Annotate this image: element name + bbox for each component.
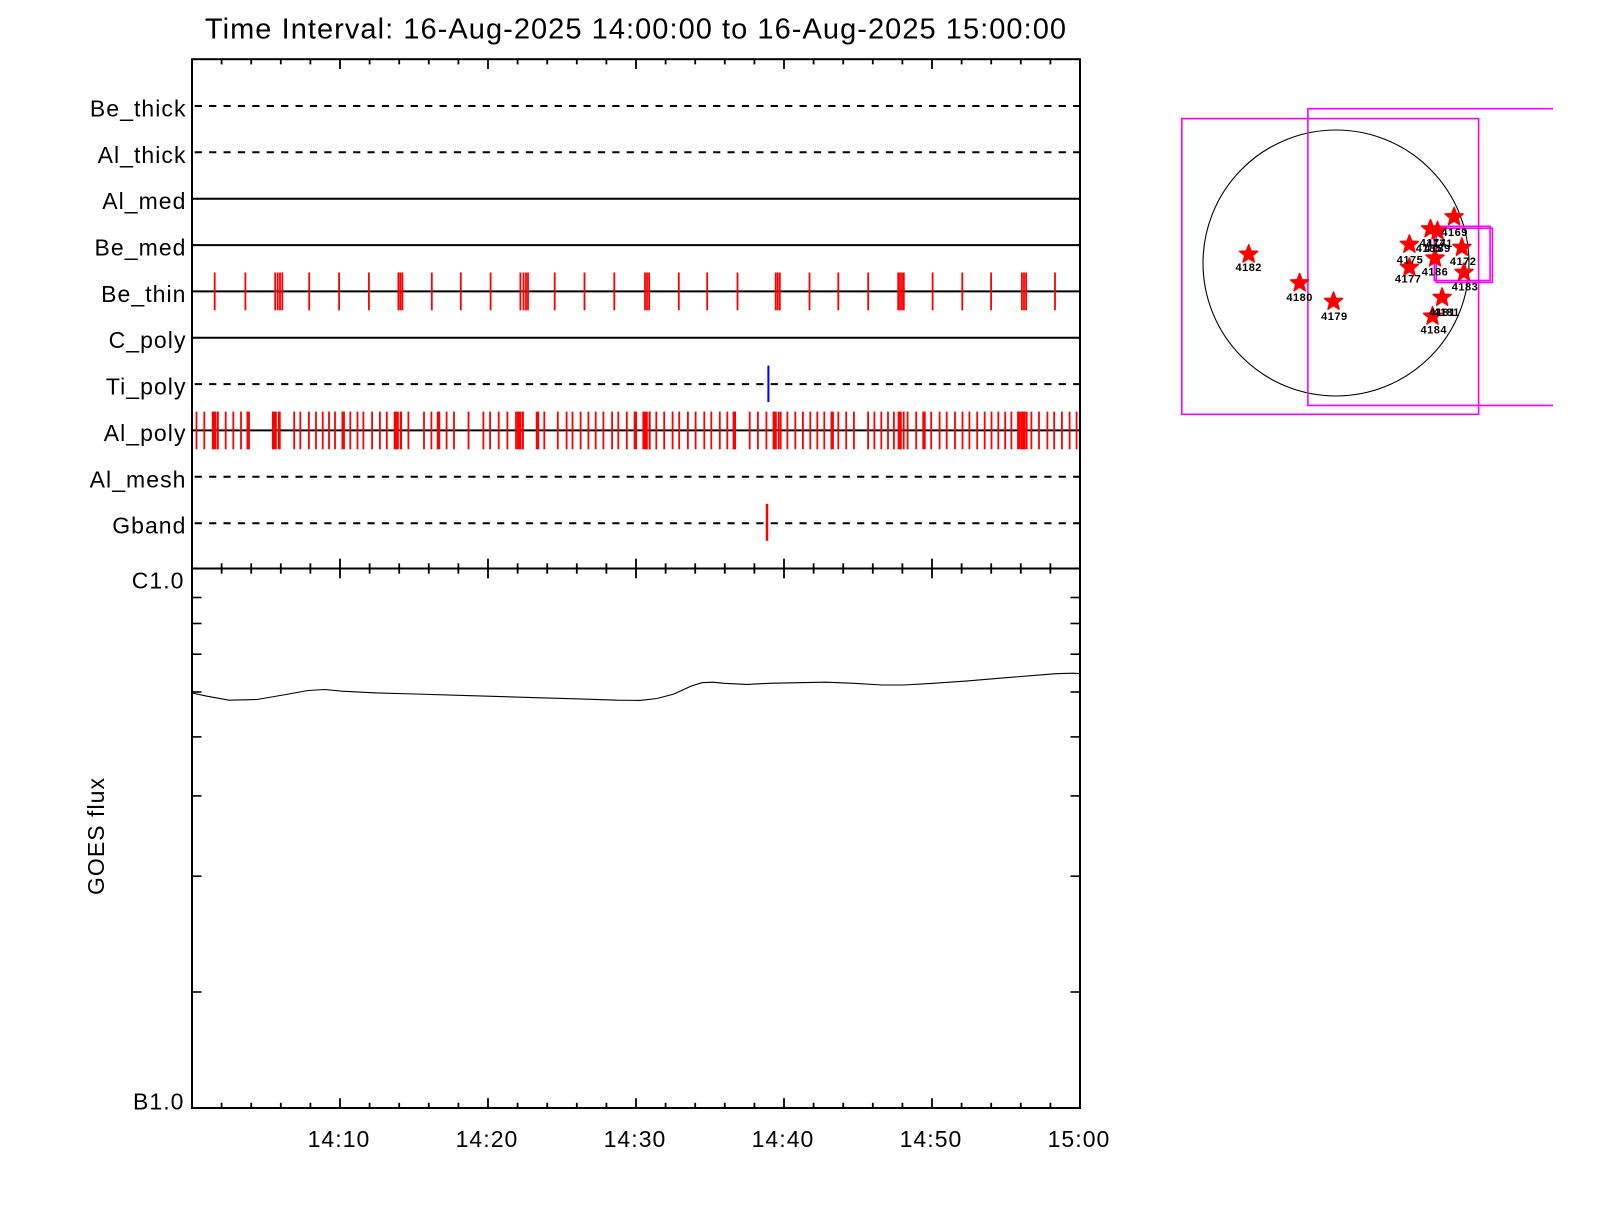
- svg-text:14:20: 14:20: [456, 1126, 519, 1152]
- svg-text:4185: 4185: [1416, 243, 1442, 255]
- svg-text:15:00: 15:00: [1048, 1126, 1111, 1152]
- svg-text:4182: 4182: [1235, 262, 1261, 274]
- svg-text:Be_med: Be_med: [95, 235, 187, 261]
- svg-text:C1.0: C1.0: [132, 568, 185, 594]
- svg-text:Ti_poly: Ti_poly: [106, 374, 187, 400]
- svg-text:Time Interval: 16-Aug-2025 14:: Time Interval: 16-Aug-2025 14:00:00 to 1…: [205, 14, 1067, 46]
- svg-text:14:50: 14:50: [900, 1126, 963, 1152]
- svg-text:Al_poly: Al_poly: [104, 420, 187, 446]
- svg-text:14:40: 14:40: [752, 1126, 815, 1152]
- svg-text:Al_thick: Al_thick: [98, 142, 187, 168]
- svg-text:4175: 4175: [1397, 255, 1423, 267]
- svg-text:4189: 4189: [1424, 243, 1450, 255]
- svg-text:B1.0: B1.0: [133, 1089, 185, 1115]
- svg-text:4174: 4174: [1420, 238, 1447, 250]
- svg-text:4179: 4179: [1321, 311, 1347, 323]
- svg-text:4172: 4172: [1450, 256, 1476, 268]
- svg-text:4180: 4180: [1286, 292, 1312, 304]
- svg-text:GOES flux: GOES flux: [83, 777, 109, 895]
- svg-text:Al_mesh: Al_mesh: [90, 466, 187, 492]
- svg-text:4181: 4181: [1433, 307, 1459, 319]
- svg-text:4169: 4169: [1441, 227, 1467, 239]
- svg-text:4186: 4186: [1422, 267, 1448, 279]
- svg-text:4177: 4177: [1395, 273, 1421, 285]
- svg-text:Al_med: Al_med: [102, 188, 186, 214]
- svg-text:Be_thin: Be_thin: [101, 281, 186, 307]
- svg-text:Gband: Gband: [112, 513, 186, 539]
- svg-text:4171: 4171: [1426, 238, 1452, 250]
- svg-text:4183: 4183: [1452, 282, 1478, 294]
- svg-text:14:10: 14:10: [308, 1126, 371, 1152]
- svg-text:Be_thick: Be_thick: [90, 96, 187, 122]
- svg-text:14:30: 14:30: [604, 1126, 667, 1152]
- svg-text:4184: 4184: [1421, 325, 1448, 337]
- svg-text:4181: 4181: [1429, 307, 1455, 319]
- svg-text:C_poly: C_poly: [109, 327, 187, 353]
